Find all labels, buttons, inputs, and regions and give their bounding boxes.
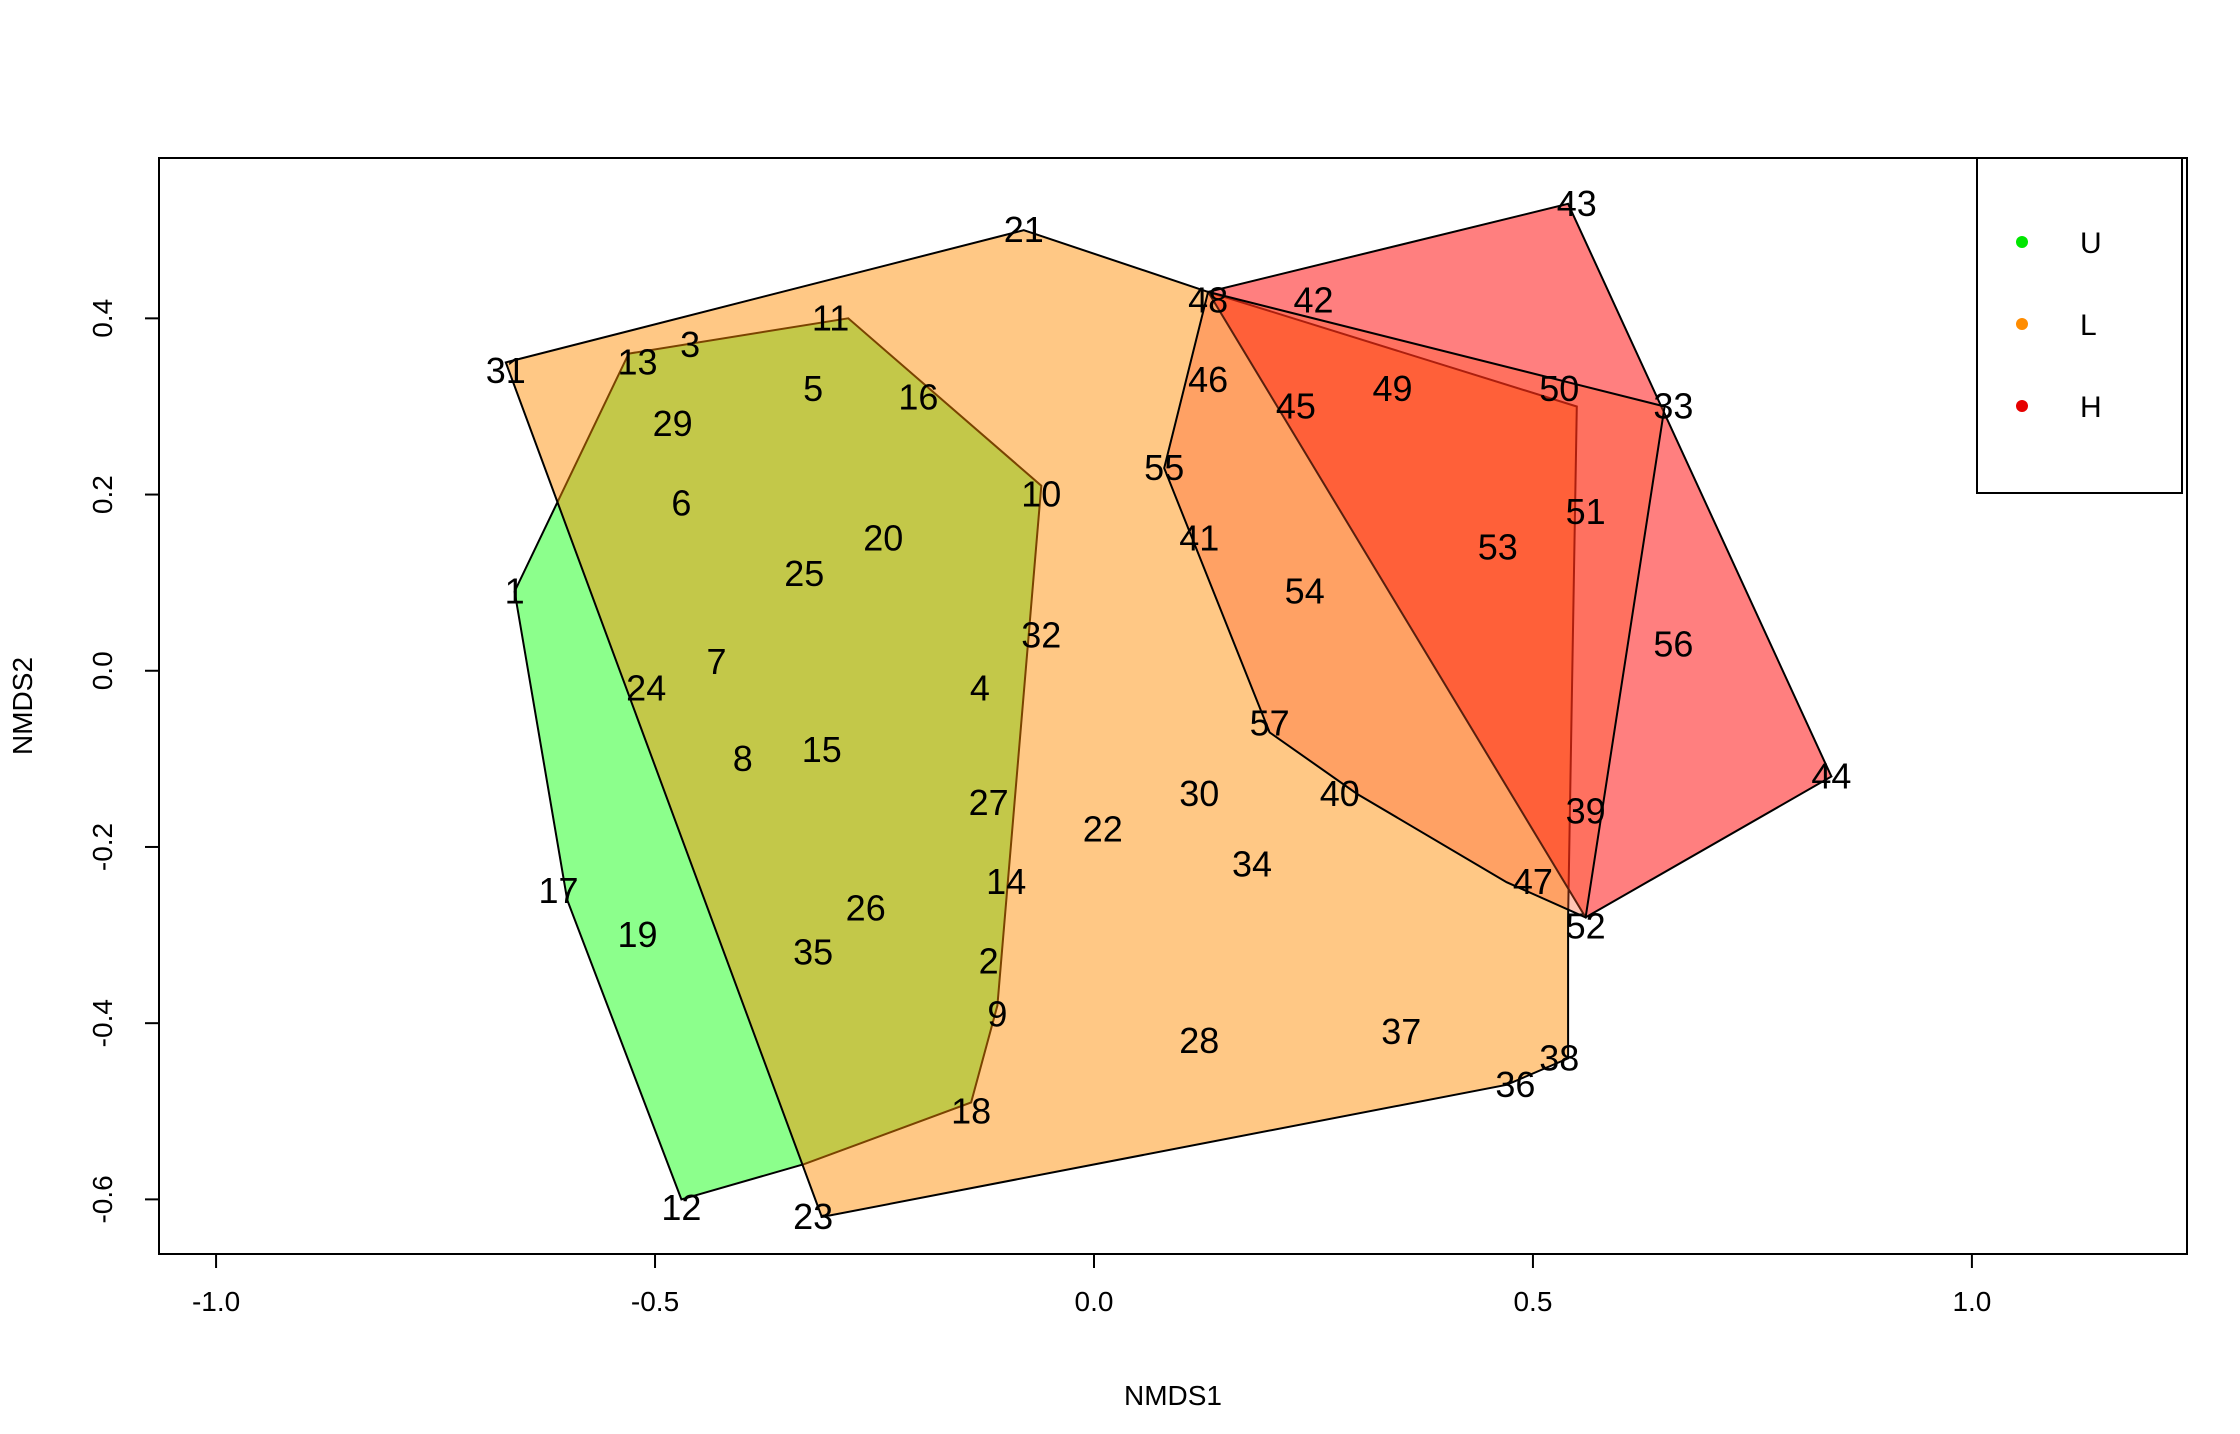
legend-label-U: U xyxy=(2080,227,2102,260)
point-label-10: 10 xyxy=(1021,474,1061,515)
point-label-18: 18 xyxy=(951,1090,991,1131)
point-label-2: 2 xyxy=(979,941,999,982)
point-label-48: 48 xyxy=(1188,280,1228,321)
hull-U xyxy=(513,317,1043,1201)
point-label-57: 57 xyxy=(1250,703,1290,744)
point-label-44: 44 xyxy=(1811,756,1851,797)
legend-marker-H xyxy=(2016,400,2028,412)
point-label-41: 41 xyxy=(1179,518,1219,559)
point-label-21: 21 xyxy=(1004,209,1044,250)
point-label-25: 25 xyxy=(784,553,824,594)
y-tick-label: -0.4 xyxy=(87,999,118,1047)
point-label-14: 14 xyxy=(986,861,1026,902)
x-axis: -1.0 -0.5 0.0 0.5 1.0 xyxy=(192,1253,1991,1317)
y-tick-label: 0.2 xyxy=(87,475,118,514)
point-label-12: 12 xyxy=(661,1187,701,1228)
point-label-31: 31 xyxy=(486,350,526,391)
point-label-16: 16 xyxy=(898,377,938,418)
point-label-38: 38 xyxy=(1539,1037,1579,1078)
legend-label-L: L xyxy=(2080,309,2097,342)
point-label-22: 22 xyxy=(1083,808,1123,849)
legend-marker-U xyxy=(2016,236,2028,248)
point-label-6: 6 xyxy=(671,482,691,523)
x-tick-label: 0.0 xyxy=(1075,1286,1114,1317)
point-label-20: 20 xyxy=(863,518,903,559)
y-tick-label: -0.2 xyxy=(87,823,118,871)
point-label-19: 19 xyxy=(617,914,657,955)
point-label-26: 26 xyxy=(846,888,886,929)
point-label-15: 15 xyxy=(802,729,842,770)
point-label-35: 35 xyxy=(793,932,833,973)
y-tick-label: 0.0 xyxy=(87,651,118,690)
point-label-51: 51 xyxy=(1566,491,1606,532)
point-label-39: 39 xyxy=(1566,791,1606,832)
point-label-42: 42 xyxy=(1293,280,1333,321)
point-label-34: 34 xyxy=(1232,844,1272,885)
legend: U L H xyxy=(1976,157,2183,494)
x-tick-label: 1.0 xyxy=(1952,1286,1991,1317)
point-label-40: 40 xyxy=(1320,773,1360,814)
point-label-45: 45 xyxy=(1276,386,1316,427)
hull-inner-H xyxy=(1163,290,1666,919)
point-label-11: 11 xyxy=(812,297,849,338)
y-tick-label: -0.6 xyxy=(87,1175,118,1223)
point-label-43: 43 xyxy=(1557,183,1597,224)
point-label-3: 3 xyxy=(680,324,700,365)
point-label-52: 52 xyxy=(1566,905,1606,946)
point-label-5: 5 xyxy=(803,368,823,409)
point-label-29: 29 xyxy=(653,403,693,444)
point-label-13: 13 xyxy=(617,341,657,382)
point-label-56: 56 xyxy=(1653,623,1693,664)
point-label-50: 50 xyxy=(1539,368,1579,409)
point-label-30: 30 xyxy=(1179,773,1219,814)
point-label-53: 53 xyxy=(1478,526,1518,567)
legend-marker-L xyxy=(2016,318,2028,330)
point-label-55: 55 xyxy=(1144,447,1184,488)
point-label-24: 24 xyxy=(626,667,666,708)
group-hulls xyxy=(504,202,1833,1219)
point-label-17: 17 xyxy=(538,870,578,911)
y-axis-title: NMDS2 xyxy=(7,657,38,755)
legend-box xyxy=(1976,157,2183,494)
point-label-28: 28 xyxy=(1179,1020,1219,1061)
x-tick-label: 0.5 xyxy=(1513,1286,1552,1317)
point-label-4: 4 xyxy=(970,667,990,708)
point-label-9: 9 xyxy=(987,993,1007,1034)
point-label-54: 54 xyxy=(1285,571,1325,612)
point-label-8: 8 xyxy=(733,738,753,779)
point-label-36: 36 xyxy=(1495,1064,1535,1105)
legend-label-H: H xyxy=(2080,391,2102,424)
point-label-32: 32 xyxy=(1021,615,1061,656)
y-tick-label: 0.4 xyxy=(87,299,118,338)
point-label-27: 27 xyxy=(969,782,1009,823)
point-label-46: 46 xyxy=(1188,359,1228,400)
point-label-33: 33 xyxy=(1653,386,1693,427)
point-label-1: 1 xyxy=(505,571,525,612)
y-axis: -0.6 -0.4 -0.2 0.0 0.2 0.4 xyxy=(87,299,160,1224)
point-label-23: 23 xyxy=(793,1196,833,1237)
point-label-47: 47 xyxy=(1513,861,1553,902)
x-tick-label: -1.0 xyxy=(192,1286,240,1317)
x-axis-title: NMDS1 xyxy=(1124,1380,1222,1411)
point-label-37: 37 xyxy=(1381,1011,1421,1052)
point-label-49: 49 xyxy=(1372,368,1412,409)
point-label-7: 7 xyxy=(706,641,726,682)
x-tick-label: -0.5 xyxy=(631,1286,679,1317)
